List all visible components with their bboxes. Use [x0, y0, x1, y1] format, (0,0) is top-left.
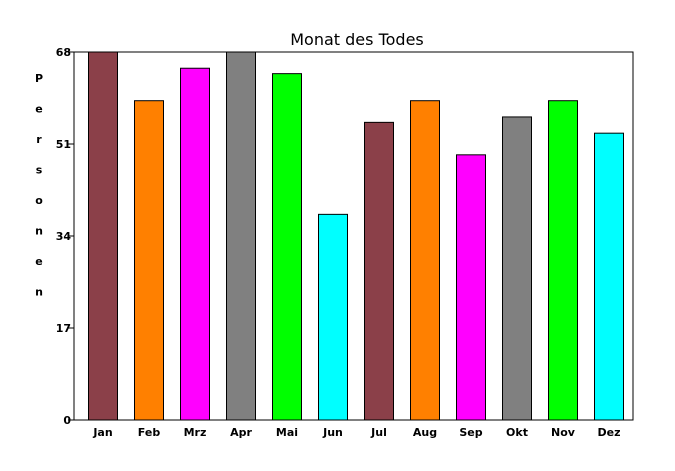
- bar-mrz: [180, 67, 210, 421]
- y-tick-label: 68: [56, 46, 71, 59]
- x-tick-label: Feb: [138, 426, 161, 439]
- bar-sep: [456, 154, 486, 421]
- chart-title: Monat des Todes: [290, 30, 424, 49]
- x-tick-label: Aug: [413, 426, 437, 439]
- bar-apr: [226, 51, 256, 421]
- bar-okt: [502, 116, 532, 421]
- bar-jun: [318, 213, 348, 421]
- y-tick-label: 0: [63, 414, 71, 427]
- y-axis-label-letter: s: [36, 164, 43, 177]
- bar-jan: [88, 51, 118, 421]
- x-tick-label: Mrz: [184, 426, 207, 439]
- bar-dez: [594, 132, 624, 421]
- y-axis-label-letter: r: [36, 133, 42, 146]
- plot-area-frame: [73, 51, 634, 421]
- y-axis-label-letter: n: [35, 225, 43, 238]
- y-axis-label-letter: e: [35, 103, 42, 116]
- bar-mai: [272, 73, 302, 421]
- bars-group: [88, 51, 624, 421]
- y-axis-label-letter: n: [35, 286, 43, 299]
- bar-jul: [364, 121, 394, 421]
- y-axis-label-letter: P: [35, 72, 43, 85]
- x-tick-label: Mai: [276, 426, 298, 439]
- x-tick-label: Sep: [459, 426, 482, 439]
- bar-nov: [548, 100, 578, 421]
- y-axis-label-letter: o: [35, 194, 43, 207]
- bar-feb: [134, 100, 164, 421]
- x-tick-label: Apr: [230, 426, 252, 439]
- y-axis-label-letter: e: [35, 255, 42, 268]
- y-axis: 0 17 34 51 68: [56, 46, 74, 427]
- x-tick-label: Okt: [506, 426, 528, 439]
- bar-aug: [410, 100, 440, 421]
- x-tick-label: Nov: [551, 426, 576, 439]
- x-tick-label: Jun: [322, 426, 343, 439]
- y-axis-label: Pe r s o n e n: [35, 72, 43, 299]
- y-tick-label: 51: [56, 138, 71, 151]
- x-axis: Jan Feb Mrz Apr Mai Jun Jul Aug Sep Okt Nov Dez: [92, 426, 620, 439]
- x-tick-label: Jan: [92, 426, 112, 439]
- y-tick-label: 34: [56, 230, 72, 243]
- x-tick-label: Dez: [598, 426, 621, 439]
- x-tick-label: Jul: [370, 426, 387, 439]
- y-tick-label: 17: [56, 322, 71, 335]
